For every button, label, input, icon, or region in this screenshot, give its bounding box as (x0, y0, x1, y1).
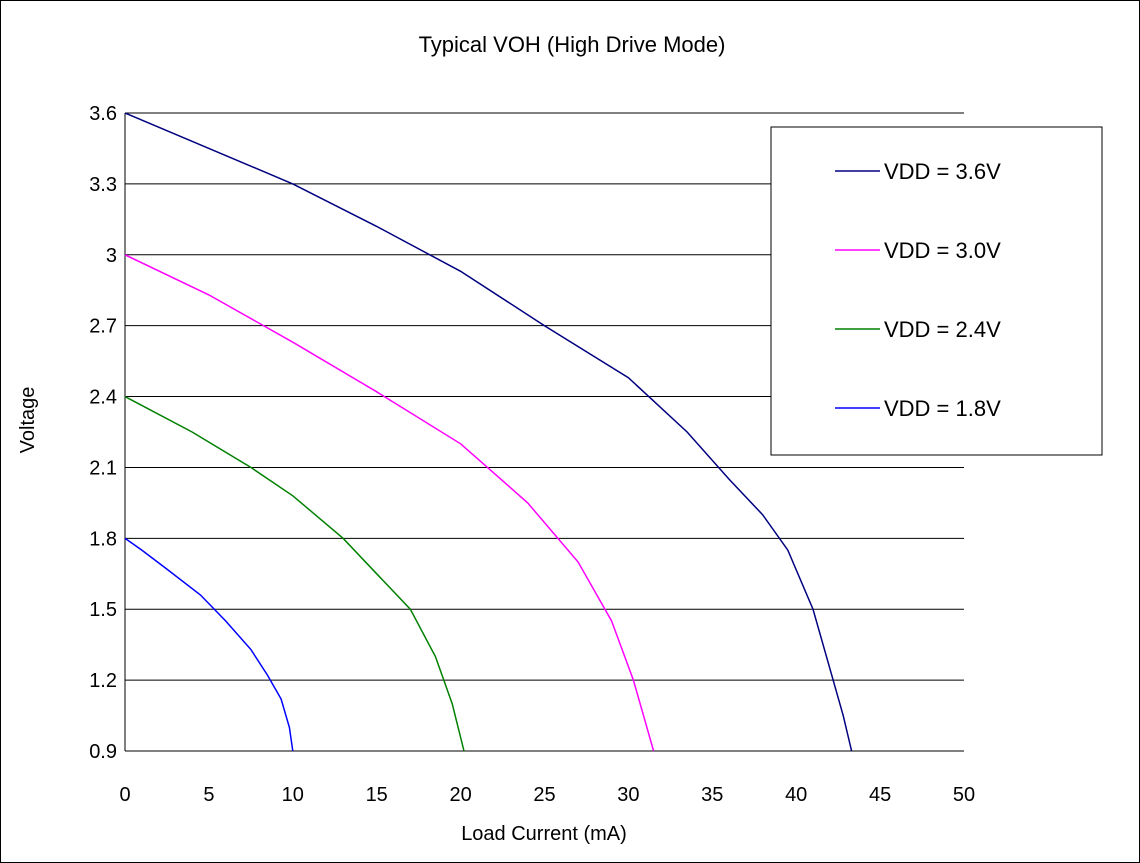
x-tick-label: 15 (366, 784, 388, 806)
y-axis-label: Voltage (17, 387, 39, 454)
x-tick-labels: 0 5 10 15 20 25 30 35 40 45 50 (119, 784, 975, 806)
y-tick-label: 2.1 (89, 457, 117, 479)
x-tick-label: 5 (203, 784, 214, 806)
y-tick-label: 3.3 (89, 174, 117, 196)
series-line-1 (124, 254, 655, 752)
y-tick-label: 3.6 (89, 103, 117, 125)
legend-box (770, 126, 1103, 456)
legend-label-2: VDD = 2.4V (884, 317, 1001, 342)
x-tick-label: 30 (617, 784, 639, 806)
y-tick-label: 0.9 (89, 741, 117, 763)
y-tick-label: 2.4 (89, 387, 117, 409)
legend-label-1: VDD = 3.0V (884, 238, 1001, 263)
x-tick-label: 40 (785, 784, 807, 806)
y-tick-label: 2.7 (89, 316, 117, 338)
y-tick-label: 1.5 (89, 599, 117, 621)
axes (124, 113, 964, 752)
x-tick-label: 45 (869, 784, 891, 806)
x-axis-label: Load Current (mA) (461, 823, 627, 845)
y-tick-label: 1.8 (89, 528, 117, 550)
y-tick-label: 3 (106, 245, 117, 267)
x-tick-label: 50 (953, 784, 975, 806)
y-tick-labels: 0.9 1.2 1.5 1.8 2.1 2.4 2.7 3 3.3 3.6 (89, 103, 117, 763)
series-line-0 (124, 112, 853, 752)
x-tick-label: 25 (533, 784, 555, 806)
x-tick-label: 35 (701, 784, 723, 806)
y-tick-label: 1.2 (89, 670, 117, 692)
series-line-2 (124, 395, 465, 752)
legend: VDD = 3.6V VDD = 3.0V VDD = 2.4V VDD = 1.8V (770, 126, 1103, 456)
series-line-3 (124, 537, 294, 752)
chart-title: Typical VOH (High Drive Mode) (419, 32, 726, 57)
legend-label-0: VDD = 3.6V (884, 159, 1001, 184)
x-tick-label: 10 (282, 784, 304, 806)
x-tick-label: 20 (449, 784, 471, 806)
series-lines (124, 112, 853, 752)
legend-label-3: VDD = 1.8V (884, 396, 1001, 421)
x-tick-label: 0 (119, 784, 130, 806)
